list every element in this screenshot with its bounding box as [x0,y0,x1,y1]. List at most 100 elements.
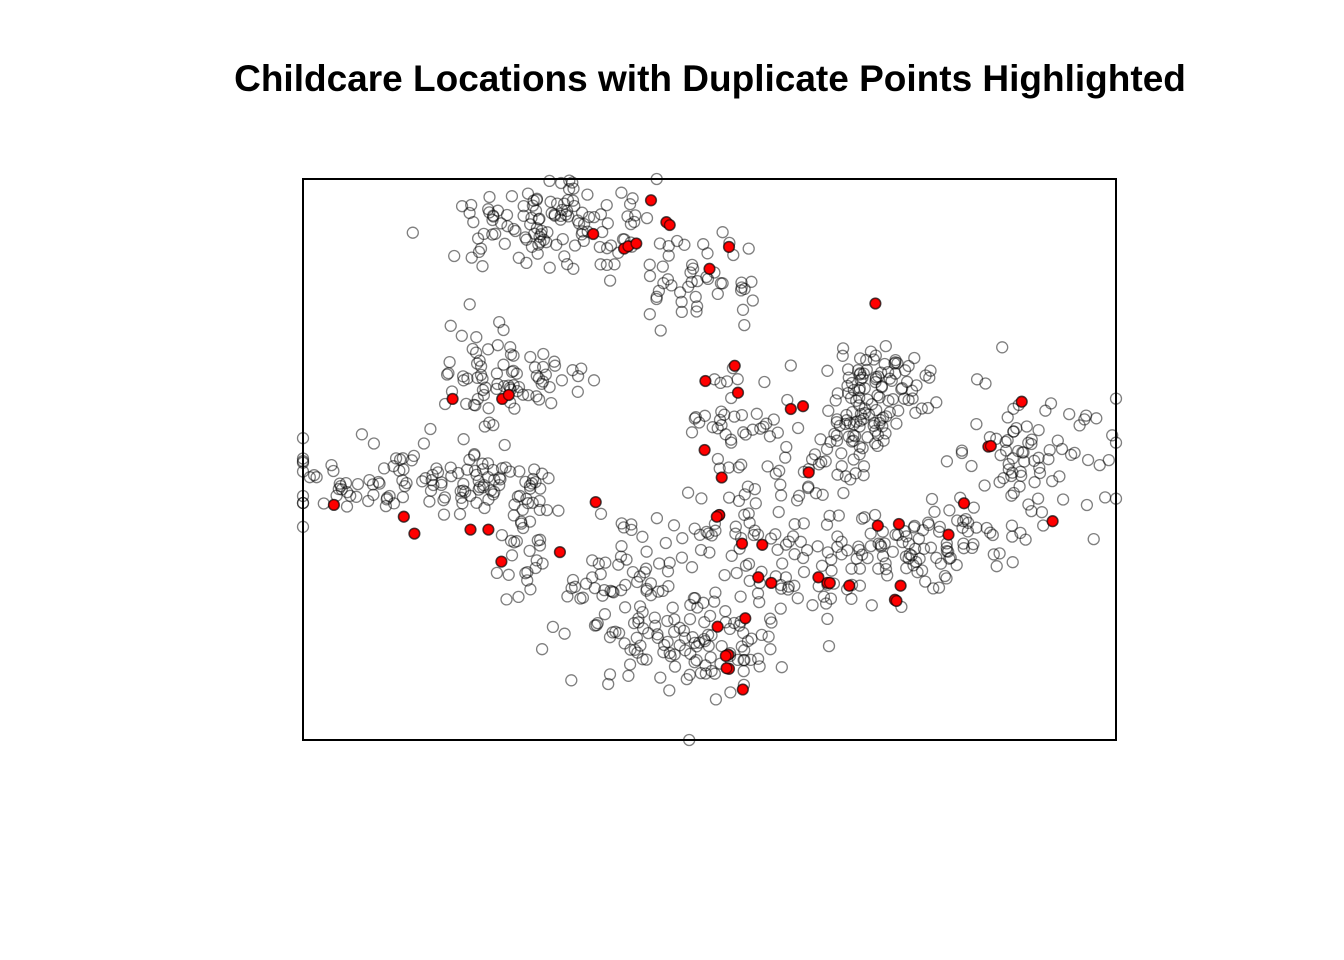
location-point [455,200,469,213]
location-point [1025,437,1038,451]
location-point [774,478,787,491]
location-point [685,426,699,439]
location-point [1080,498,1094,512]
location-point [532,393,546,406]
location-point [453,507,467,521]
location-point [815,456,828,469]
location-point [986,528,999,542]
location-point [921,401,935,415]
location-point [525,240,539,253]
location-point [841,363,855,376]
location-point [761,460,774,473]
location-point [1090,412,1103,425]
duplicate-point [802,466,815,479]
location-point [574,592,587,605]
location-point [661,273,675,286]
location-point [699,659,712,672]
location-point [854,373,867,387]
location-point [879,427,892,440]
location-point [806,599,819,612]
location-point [502,568,515,581]
location-point [716,277,729,290]
location-point [565,674,578,687]
duplicate-point [589,496,602,508]
location-point [1005,519,1019,532]
location-point [498,438,511,452]
location-point [461,463,474,476]
location-point [930,551,943,564]
location-point [536,557,549,570]
location-point [699,667,712,680]
location-point [555,374,569,387]
location-point [558,250,571,263]
duplicate-point [797,400,809,413]
location-point [742,507,755,520]
location-point [621,210,634,223]
location-point [545,396,558,410]
location-point [864,539,878,553]
location-point [519,231,532,244]
location-point [673,286,687,299]
location-point [872,537,885,550]
location-point [757,420,770,433]
location-point [854,414,867,427]
location-point [483,190,496,204]
location-point [781,583,795,596]
location-point [615,186,628,199]
location-point [1020,420,1033,433]
location-point [847,453,860,466]
location-point [1053,470,1066,483]
duplicate-point [464,523,477,536]
location-point [332,482,345,496]
location-point [599,556,612,569]
location-point [643,269,657,283]
location-point [661,635,674,649]
location-point [728,410,741,423]
location-point [519,567,532,580]
location-point [550,238,563,251]
location-point [495,528,509,542]
location-point [383,489,396,503]
location-point [771,426,784,439]
location-point [548,355,561,368]
location-point [648,611,661,624]
location-point [498,237,511,250]
duplicate-point [408,527,421,540]
location-point [566,573,580,587]
location-point [466,342,479,356]
location-point [528,361,542,374]
location-point [1087,532,1100,546]
location-point [889,353,902,367]
location-point [517,199,530,213]
location-point [708,667,721,680]
duplicate-point [732,386,744,399]
location-point [736,303,750,316]
location-point [405,454,418,467]
location-point [640,584,653,597]
location-point [746,423,759,436]
location-point [1043,443,1056,457]
location-point [400,476,413,490]
location-point [703,609,717,623]
location-point [505,549,519,562]
location-point [819,597,833,610]
location-point [523,544,536,558]
location-point [879,339,892,353]
location-point [373,477,386,490]
location-point [990,560,1003,573]
location-point [993,475,1006,489]
location-point [873,416,886,430]
location-point [667,519,681,532]
location-point [697,632,711,646]
location-point [465,198,478,212]
location-point [659,536,672,550]
location-point [675,305,688,319]
duplicate-point [728,359,741,372]
location-point [416,475,429,488]
location-point [915,402,928,415]
location-point [470,468,483,482]
location-point [837,486,850,500]
location-point [1016,446,1029,459]
location-point [933,520,946,534]
location-point [741,480,755,493]
